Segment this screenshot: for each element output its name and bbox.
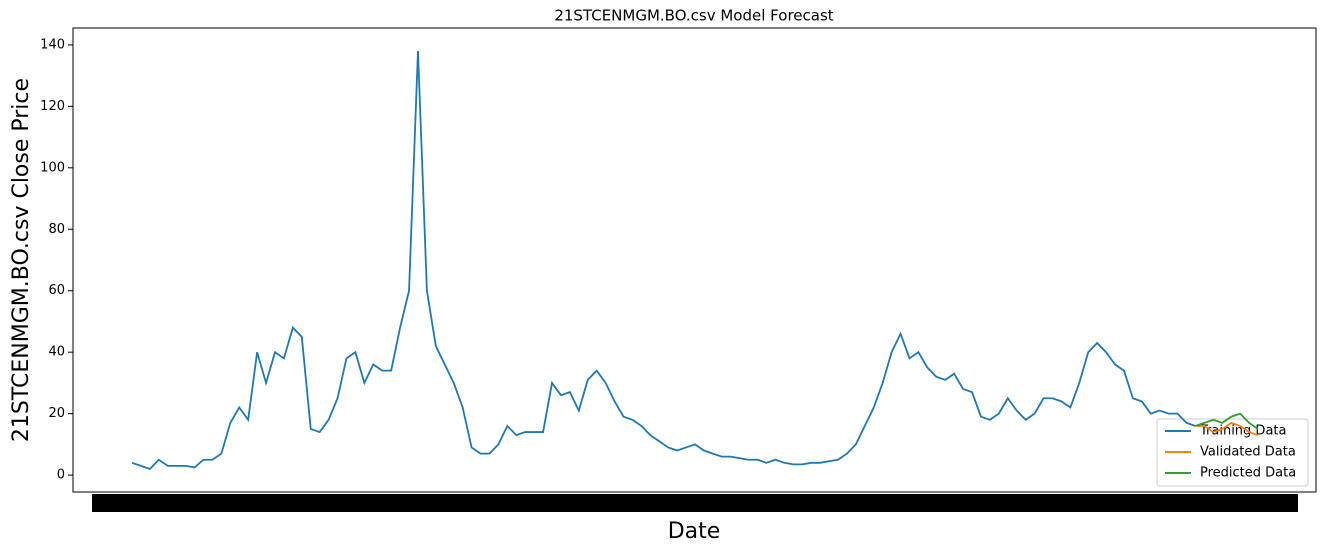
x-axis-label: Date — [668, 519, 721, 544]
chart-title: 21STCENMGM.BO.csv Model Forecast — [554, 7, 833, 25]
y-tick-label: 60 — [48, 283, 65, 298]
y-tick-label: 140 — [40, 37, 65, 52]
y-tick-label: 40 — [48, 345, 65, 360]
legend-box — [1156, 418, 1309, 487]
legend-label: Validated Data — [1200, 445, 1296, 460]
series-line — [1195, 421, 1259, 437]
y-tick-label: 0 — [57, 468, 65, 483]
series-line — [131, 51, 1196, 470]
y-tick-label: 100 — [40, 160, 65, 175]
y-axis-label: 21STCENMGM.BO.csv Close Price — [9, 78, 34, 442]
legend-label: Training Data — [1199, 424, 1286, 439]
plot-frame — [72, 27, 1317, 493]
legend-label: Predicted Data — [1200, 466, 1296, 481]
series-line — [1195, 412, 1259, 430]
y-tick-label: 120 — [40, 99, 65, 114]
x-tick-labels-overlap — [92, 494, 1298, 512]
legend: Training Data Validated Data Predicted Dat… — [1156, 418, 1309, 487]
y-tick-label: 20 — [48, 406, 65, 421]
y-tick-label: 80 — [48, 222, 65, 237]
